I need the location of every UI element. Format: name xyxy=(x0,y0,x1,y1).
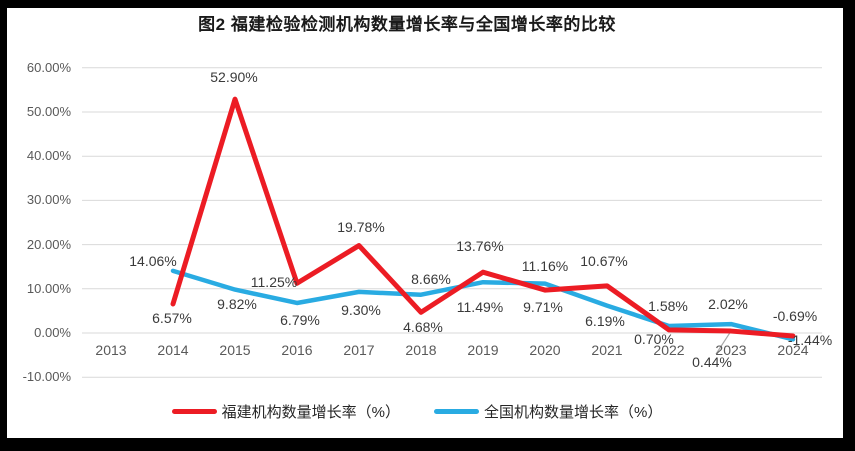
legend-label-national: 全国机构数量增长率（%） xyxy=(484,404,663,421)
red-line-swatch xyxy=(171,409,217,414)
legend-item-national: 全国机构数量增长率（%） xyxy=(434,401,662,422)
legend-label-fujian: 福建机构数量增长率（%） xyxy=(221,404,400,421)
chart-canvas xyxy=(7,8,843,438)
legend-item-fujian: 福建机构数量增长率（%） xyxy=(171,401,400,422)
chart-title: 图2 福建检验检测机构数量增长率与全国增长率的比较 xyxy=(198,15,616,34)
legend: 福建机构数量增长率（%） 全国机构数量增长率（%） xyxy=(7,401,827,422)
blue-line-swatch xyxy=(434,409,479,414)
